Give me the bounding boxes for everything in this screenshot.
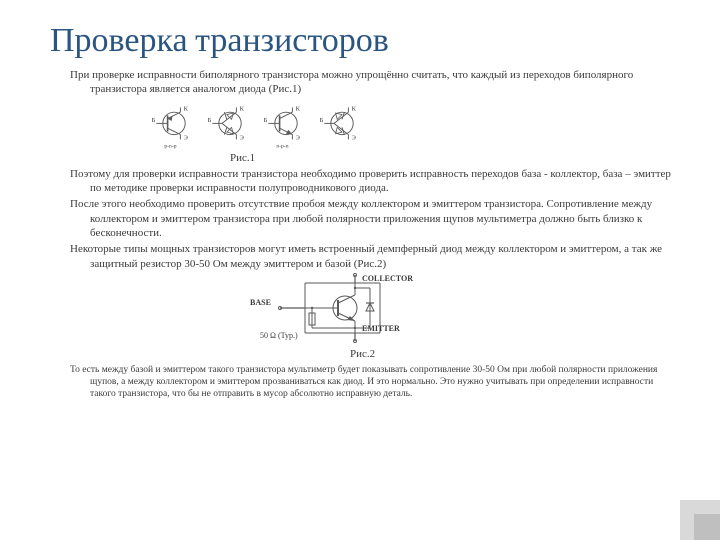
paragraph-2: Поэтому для проверки исправности транзис…: [50, 167, 680, 196]
svg-text:Э: Э: [184, 134, 188, 141]
page-title: Проверка транзисторов: [50, 20, 680, 60]
svg-text:BASE: BASE: [250, 298, 271, 307]
svg-text:COLLECTOR: COLLECTOR: [362, 274, 413, 283]
svg-text:p-n-p: p-n-p: [164, 143, 176, 149]
corner-decoration-icon: [650, 470, 720, 540]
svg-text:Б: Б: [264, 116, 268, 123]
pnp-diode-icon: К Б Э: [206, 101, 254, 149]
svg-text:К: К: [296, 105, 301, 112]
figure-1-caption: Рис.1: [230, 151, 680, 165]
npn-transistor-icon: К Б Э n-p-n: [262, 101, 310, 149]
svg-text:n-p-n: n-p-n: [276, 143, 288, 149]
figure-2: COLLECTOR BASE EMITTER: [250, 273, 680, 347]
svg-text:К: К: [352, 105, 357, 112]
npn-diode-icon: К Б Э: [318, 101, 366, 149]
pnp-transistor-icon: К Б Э p-n-p: [150, 101, 198, 149]
power-transistor-icon: COLLECTOR BASE EMITTER: [250, 273, 450, 343]
paragraph-1: При проверке исправности биполярного тра…: [50, 68, 680, 97]
figure-2-caption: Рис.2: [350, 347, 680, 361]
paragraph-4: Некоторые типы мощных транзисторов могут…: [50, 242, 680, 271]
svg-text:Б: Б: [152, 116, 156, 123]
svg-text:К: К: [240, 105, 245, 112]
svg-text:Э: Э: [352, 134, 356, 141]
body-content: При проверке исправности биполярного тра…: [50, 68, 680, 401]
svg-text:Б: Б: [320, 116, 324, 123]
svg-text:Б: Б: [208, 116, 212, 123]
svg-text:50 Ω (Typ.): 50 Ω (Typ.): [260, 331, 298, 340]
paragraph-3: После этого необходимо проверить отсутст…: [50, 197, 680, 240]
figure-1: К Б Э p-n-p К Б Э: [150, 101, 680, 149]
svg-text:К: К: [184, 105, 189, 112]
svg-text:Э: Э: [296, 134, 300, 141]
paragraph-5: То есть между базой и эмиттером такого т…: [50, 364, 680, 401]
svg-text:Э: Э: [240, 134, 244, 141]
